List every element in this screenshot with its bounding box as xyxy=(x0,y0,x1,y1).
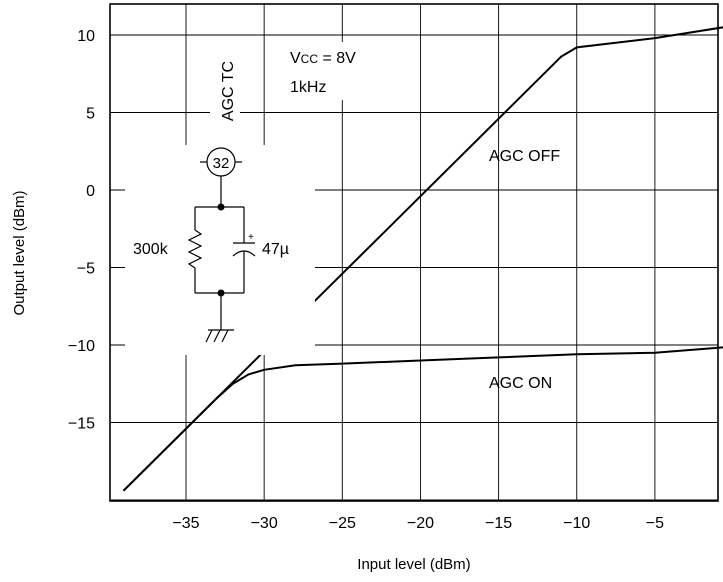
pin-label-background xyxy=(210,38,240,144)
pin-label: AGC TC xyxy=(220,61,237,121)
schematic-background xyxy=(125,145,315,355)
x-tick-label: −5 xyxy=(646,515,664,532)
y-tick-label: −15 xyxy=(68,416,95,433)
pin-number: 32 xyxy=(213,155,230,172)
x-tick-label: −10 xyxy=(563,515,590,532)
annotation-vcc: VCC = 8V xyxy=(290,50,356,67)
series-agc-on xyxy=(122,346,723,492)
x-axis-label: Input level (dBm) xyxy=(357,556,470,573)
series-agc-off xyxy=(122,26,723,492)
y-tick-label: 0 xyxy=(86,183,95,200)
plot-frame xyxy=(109,3,719,502)
capacitor-value: 47µ xyxy=(262,241,289,258)
y-tick-labels: 10 5 0 −5 −10 −15 xyxy=(68,28,95,433)
x-tick-label: −15 xyxy=(485,515,512,532)
y-tick-label: −10 xyxy=(68,338,95,355)
agc-schematic: AGC TC 32 300k + 47µ xyxy=(125,38,315,355)
x-tick-label: −20 xyxy=(407,515,434,532)
condition-label-background xyxy=(286,42,410,100)
data-series xyxy=(122,26,723,492)
x-tick-label: −30 xyxy=(251,515,278,532)
y-tick-label: 5 xyxy=(86,106,95,123)
annotation-agc-on: AGC ON xyxy=(489,375,552,392)
resistor-symbol xyxy=(187,229,203,269)
x-tick-labels: −35 −30 −25 −20 −15 −10 −5 xyxy=(172,515,664,532)
y-tick-label: 10 xyxy=(77,28,95,45)
annotation-frequency: 1kHz xyxy=(290,79,326,96)
annotation-agc-off: AGC OFF xyxy=(489,148,560,165)
capacitor-polarity: + xyxy=(248,232,254,243)
resistor-value: 300k xyxy=(133,241,169,258)
y-tick-label: −5 xyxy=(77,261,95,278)
x-tick-label: −25 xyxy=(329,515,356,532)
y-axis-label: Output level (dBm) xyxy=(11,190,28,315)
ground-icon xyxy=(205,329,234,343)
x-tick-label: −35 xyxy=(172,515,199,532)
